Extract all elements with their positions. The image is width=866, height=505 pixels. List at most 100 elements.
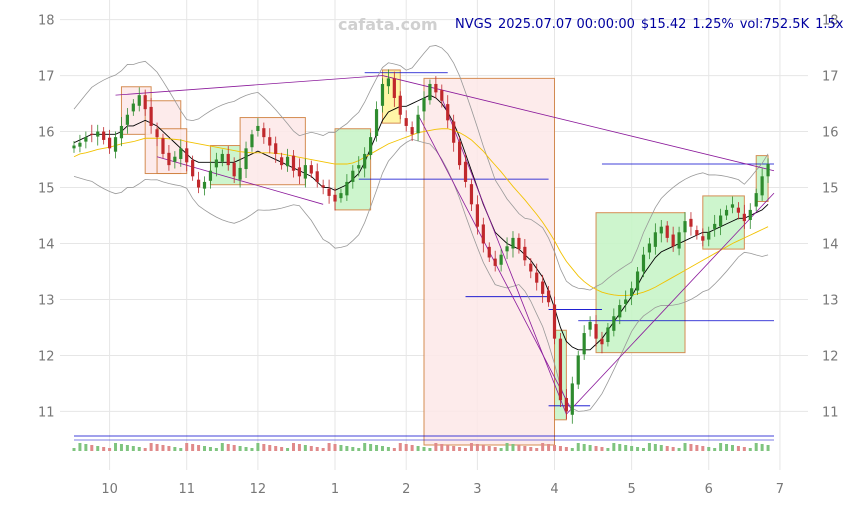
moving-averages (73, 94, 769, 351)
candle-down (90, 133, 94, 135)
upper-band-line (73, 45, 769, 291)
trend-line (382, 75, 775, 172)
volume-bar (458, 447, 462, 451)
watermark: cafata.com (338, 15, 438, 34)
volume-bar (197, 445, 201, 451)
candle-down (457, 141, 462, 166)
candle-down (523, 246, 527, 261)
pattern-boxes (120, 69, 769, 446)
y-tick-label: 18 (822, 14, 839, 29)
volume-bar (333, 444, 337, 451)
volume-bar (173, 447, 177, 451)
volume-bar (671, 447, 675, 451)
volume-bar (78, 443, 82, 451)
candle-down (185, 148, 189, 163)
volume-bar (208, 447, 212, 451)
volume-bar (422, 447, 426, 451)
candle-up (582, 333, 586, 355)
x-tick-label: 5 (627, 482, 635, 497)
candle-down (315, 171, 319, 182)
volume-bar (606, 448, 610, 451)
candle-up (238, 167, 242, 180)
volume-bar (327, 443, 331, 451)
pattern-box (423, 77, 556, 446)
candle-down (191, 160, 195, 177)
candle-down (446, 104, 450, 121)
volume-bar (351, 447, 355, 451)
volume-bar (452, 446, 456, 451)
candle-up (730, 204, 735, 208)
candle-down (327, 188, 331, 196)
volume-bar (72, 448, 76, 451)
volume-bar (535, 448, 539, 451)
candle-up (505, 246, 509, 252)
volume-bar (683, 443, 687, 451)
candle-up (641, 254, 646, 272)
candle-down (226, 153, 230, 166)
y-tick-label: 12 (822, 349, 839, 364)
volume-bar (131, 446, 135, 451)
volume-bar (155, 444, 159, 451)
volume-bar (410, 445, 414, 451)
candle-up (125, 114, 129, 125)
candle-up (766, 164, 770, 177)
volume-bar (119, 444, 123, 451)
pattern-box (702, 195, 745, 250)
y-axis-left: 11 12 13 14 15 16 17 18 (38, 14, 55, 421)
candle-up (357, 165, 361, 169)
volume-bar (647, 443, 651, 451)
candle-down (297, 167, 302, 177)
candle-down (535, 272, 539, 283)
volume-bar (102, 447, 106, 451)
volume-bar (440, 444, 444, 451)
volume-bar (541, 443, 545, 451)
volume-bar (339, 445, 343, 451)
volume-bar (137, 447, 141, 451)
volume-bar (481, 445, 485, 451)
volume-bar (90, 445, 94, 451)
x-tick-label: 7 (776, 482, 784, 497)
candle-down (333, 194, 337, 202)
volume-bar (280, 447, 284, 451)
volume-bar (730, 445, 734, 451)
candle-up (386, 78, 391, 87)
volume-bar (232, 445, 236, 451)
trend-line (115, 75, 383, 96)
volume-bar (659, 445, 663, 451)
candle-up (659, 226, 663, 234)
candle-down (434, 83, 438, 93)
volume-bar (736, 446, 740, 451)
volume-bar (742, 447, 746, 451)
volume-bar (695, 445, 699, 451)
volume-bar (719, 443, 723, 451)
y-tick-label: 17 (38, 70, 55, 85)
volume-bar (185, 443, 189, 451)
candle-down (274, 143, 278, 154)
candle-down (102, 131, 106, 140)
y-tick-label: 12 (38, 349, 55, 364)
candle-up (339, 193, 343, 199)
x-tick-label: 12 (250, 482, 267, 497)
volume-bar (303, 445, 307, 451)
volume-bar (558, 446, 562, 451)
candle-up (220, 153, 224, 162)
candle-up (256, 125, 260, 131)
candle-down (398, 95, 402, 115)
candle-down (149, 106, 153, 126)
candle-down (541, 281, 545, 294)
header-price: $15.42 (640, 17, 687, 32)
candle-down (517, 237, 521, 250)
volume-bar (398, 443, 402, 451)
candle-down (546, 290, 551, 303)
candle-up (214, 159, 218, 168)
volume-bar (96, 446, 100, 451)
volume-bar (576, 443, 580, 451)
volume-bar (636, 447, 640, 451)
volume-bar (517, 445, 521, 451)
volume-bar (582, 444, 586, 451)
ma-long-line (73, 128, 769, 296)
y-tick-label: 17 (822, 70, 839, 85)
pattern-box (239, 117, 306, 186)
